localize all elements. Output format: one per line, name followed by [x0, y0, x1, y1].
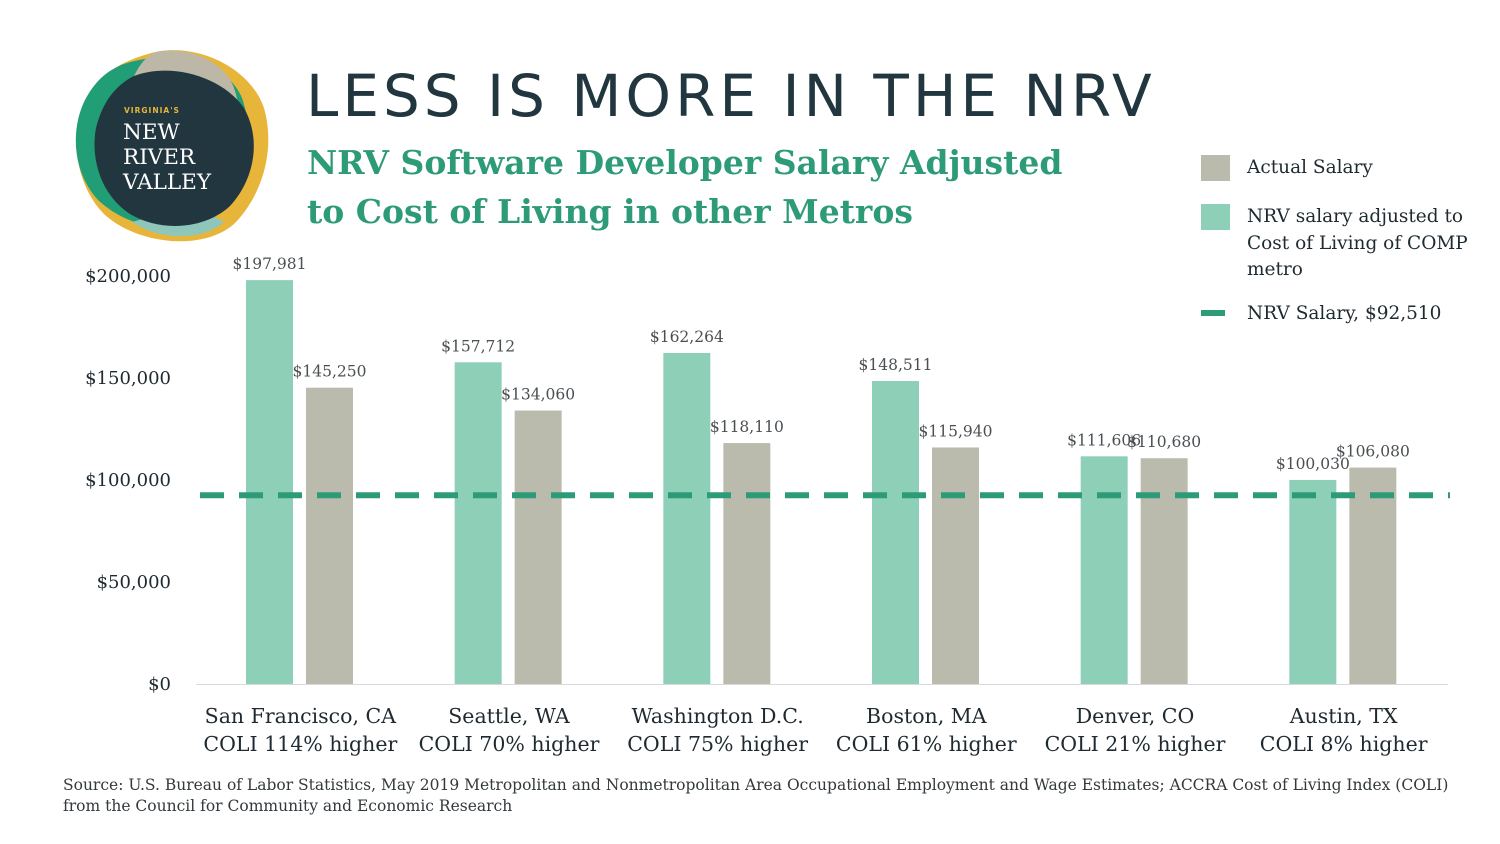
data-label: $110,680 — [1127, 433, 1201, 451]
bar-actual — [723, 443, 771, 684]
legend-item-actual: Actual Salary — [1201, 155, 1487, 182]
legend-item-adjusted: NRV salary adjusted to Cost of Living of… — [1201, 204, 1487, 284]
legend-swatch-nrv-line — [1201, 310, 1225, 316]
y-tick-label: $0 — [148, 674, 171, 695]
data-label: $100,030 — [1276, 455, 1350, 473]
new-river-valley-logo: VIRGINIA'S NEW RIVER VALLEY — [75, 50, 269, 242]
data-label: $197,981 — [233, 255, 307, 273]
x-category-coli-label: COLI 114% higher — [203, 732, 397, 756]
source-note: Source: U.S. Bureau of Labor Statistics,… — [63, 776, 1449, 815]
x-category-label: Washington D.C. — [632, 704, 804, 728]
bar-adjusted — [663, 352, 711, 684]
x-category-coli-label: COLI 61% higher — [836, 732, 1017, 756]
y-tick-label: $100,000 — [85, 470, 171, 491]
data-label: $157,712 — [441, 337, 515, 355]
data-label: $106,080 — [1336, 443, 1410, 461]
bar-actual — [306, 387, 353, 684]
data-label: $162,264 — [650, 328, 724, 346]
bar-adjusted — [454, 362, 502, 684]
bar-actual — [1140, 458, 1188, 684]
data-label: $134,060 — [501, 386, 575, 404]
x-category-coli-label: COLI 75% higher — [627, 732, 808, 756]
data-label: $118,110 — [710, 418, 784, 436]
bar-adjusted — [1080, 456, 1128, 684]
bar-adjusted — [246, 280, 293, 684]
logo-line-2: RIVER — [123, 145, 196, 170]
logo-line-1: NEW — [123, 120, 181, 145]
y-tick-label: $50,000 — [97, 572, 171, 593]
logo-line-3: VALLEY — [122, 170, 212, 195]
bar-adjusted — [1289, 479, 1337, 684]
page-title: LESS IS MORE IN THE NRV — [306, 62, 1156, 130]
y-tick-label: $150,000 — [85, 368, 171, 389]
legend-label-nrv-salary: NRV Salary, $92,510 — [1247, 303, 1442, 324]
x-category-label: San Francisco, CA — [205, 704, 397, 728]
chart-subtitle: NRV Software Developer Salary Adjusted t… — [307, 143, 1063, 231]
legend-item-nrv-salary: NRV Salary, $92,510 — [1201, 301, 1487, 328]
legend-swatch-actual — [1201, 155, 1230, 181]
x-category-coli-label: COLI 8% higher — [1260, 732, 1428, 756]
x-category-label: Seattle, WA — [448, 704, 570, 728]
y-tick-label: $200,000 — [85, 266, 171, 287]
legend-swatch-adjusted — [1201, 204, 1230, 230]
x-category-label: Denver, CO — [1076, 704, 1195, 728]
bar-actual — [1349, 467, 1397, 684]
bar-actual — [932, 447, 979, 684]
data-label: $115,940 — [919, 422, 993, 440]
legend-label-actual: Actual Salary — [1247, 157, 1373, 178]
data-label: $145,250 — [293, 363, 367, 381]
bar-actual — [514, 410, 562, 684]
x-category-coli-label: COLI 21% higher — [1045, 732, 1226, 756]
data-label: $111,606 — [1067, 431, 1141, 449]
legend-label-adjusted: NRV salary adjusted to Cost of Living of… — [1247, 206, 1468, 280]
x-category-label: Boston, MA — [866, 704, 987, 728]
x-category-label: Austin, TX — [1289, 704, 1398, 728]
data-label: $148,511 — [859, 356, 933, 374]
bar-adjusted — [872, 381, 919, 684]
x-category-coli-label: COLI 70% higher — [419, 732, 600, 756]
logo-kicker: VIRGINIA'S — [124, 106, 180, 115]
